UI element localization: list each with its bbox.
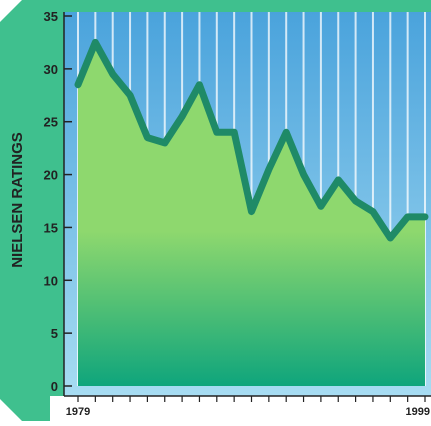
data-point	[387, 235, 393, 241]
data-point	[144, 135, 150, 141]
data-point	[231, 129, 237, 135]
data-point	[318, 203, 324, 209]
y-axis: 0 5 10 15 20 25 30 35	[44, 9, 72, 396]
y-tick-label: 15	[44, 220, 58, 235]
data-point	[422, 214, 428, 220]
data-point	[335, 177, 341, 183]
data-point	[301, 172, 307, 178]
data-point	[283, 129, 289, 135]
x-axis: 1979 1999	[64, 395, 431, 418]
y-axis-label: NIELSEN RATINGS	[9, 132, 26, 268]
data-point	[162, 140, 168, 146]
data-point	[214, 129, 220, 135]
axis-band	[50, 396, 431, 421]
data-point	[110, 71, 116, 77]
data-point	[370, 209, 376, 215]
data-point	[405, 214, 411, 220]
data-point	[92, 39, 98, 45]
data-point	[249, 209, 254, 215]
data-point	[266, 166, 272, 172]
y-tick-label: 35	[44, 9, 58, 24]
y-tick-label: 20	[44, 168, 58, 183]
y-tick-label: 30	[44, 62, 58, 77]
data-points	[75, 39, 428, 241]
data-point	[75, 82, 81, 88]
y-tick-label: 5	[51, 326, 58, 341]
data-point	[127, 92, 133, 98]
y-tick-label: 10	[44, 273, 58, 288]
x-tick-label: 1999	[406, 406, 430, 418]
data-point	[196, 82, 202, 88]
data-point	[179, 113, 185, 119]
y-tick-label: 25	[44, 115, 58, 130]
y-tick-label: 0	[51, 379, 58, 394]
x-tick-label: 1979	[66, 406, 90, 418]
data-point	[353, 198, 359, 204]
